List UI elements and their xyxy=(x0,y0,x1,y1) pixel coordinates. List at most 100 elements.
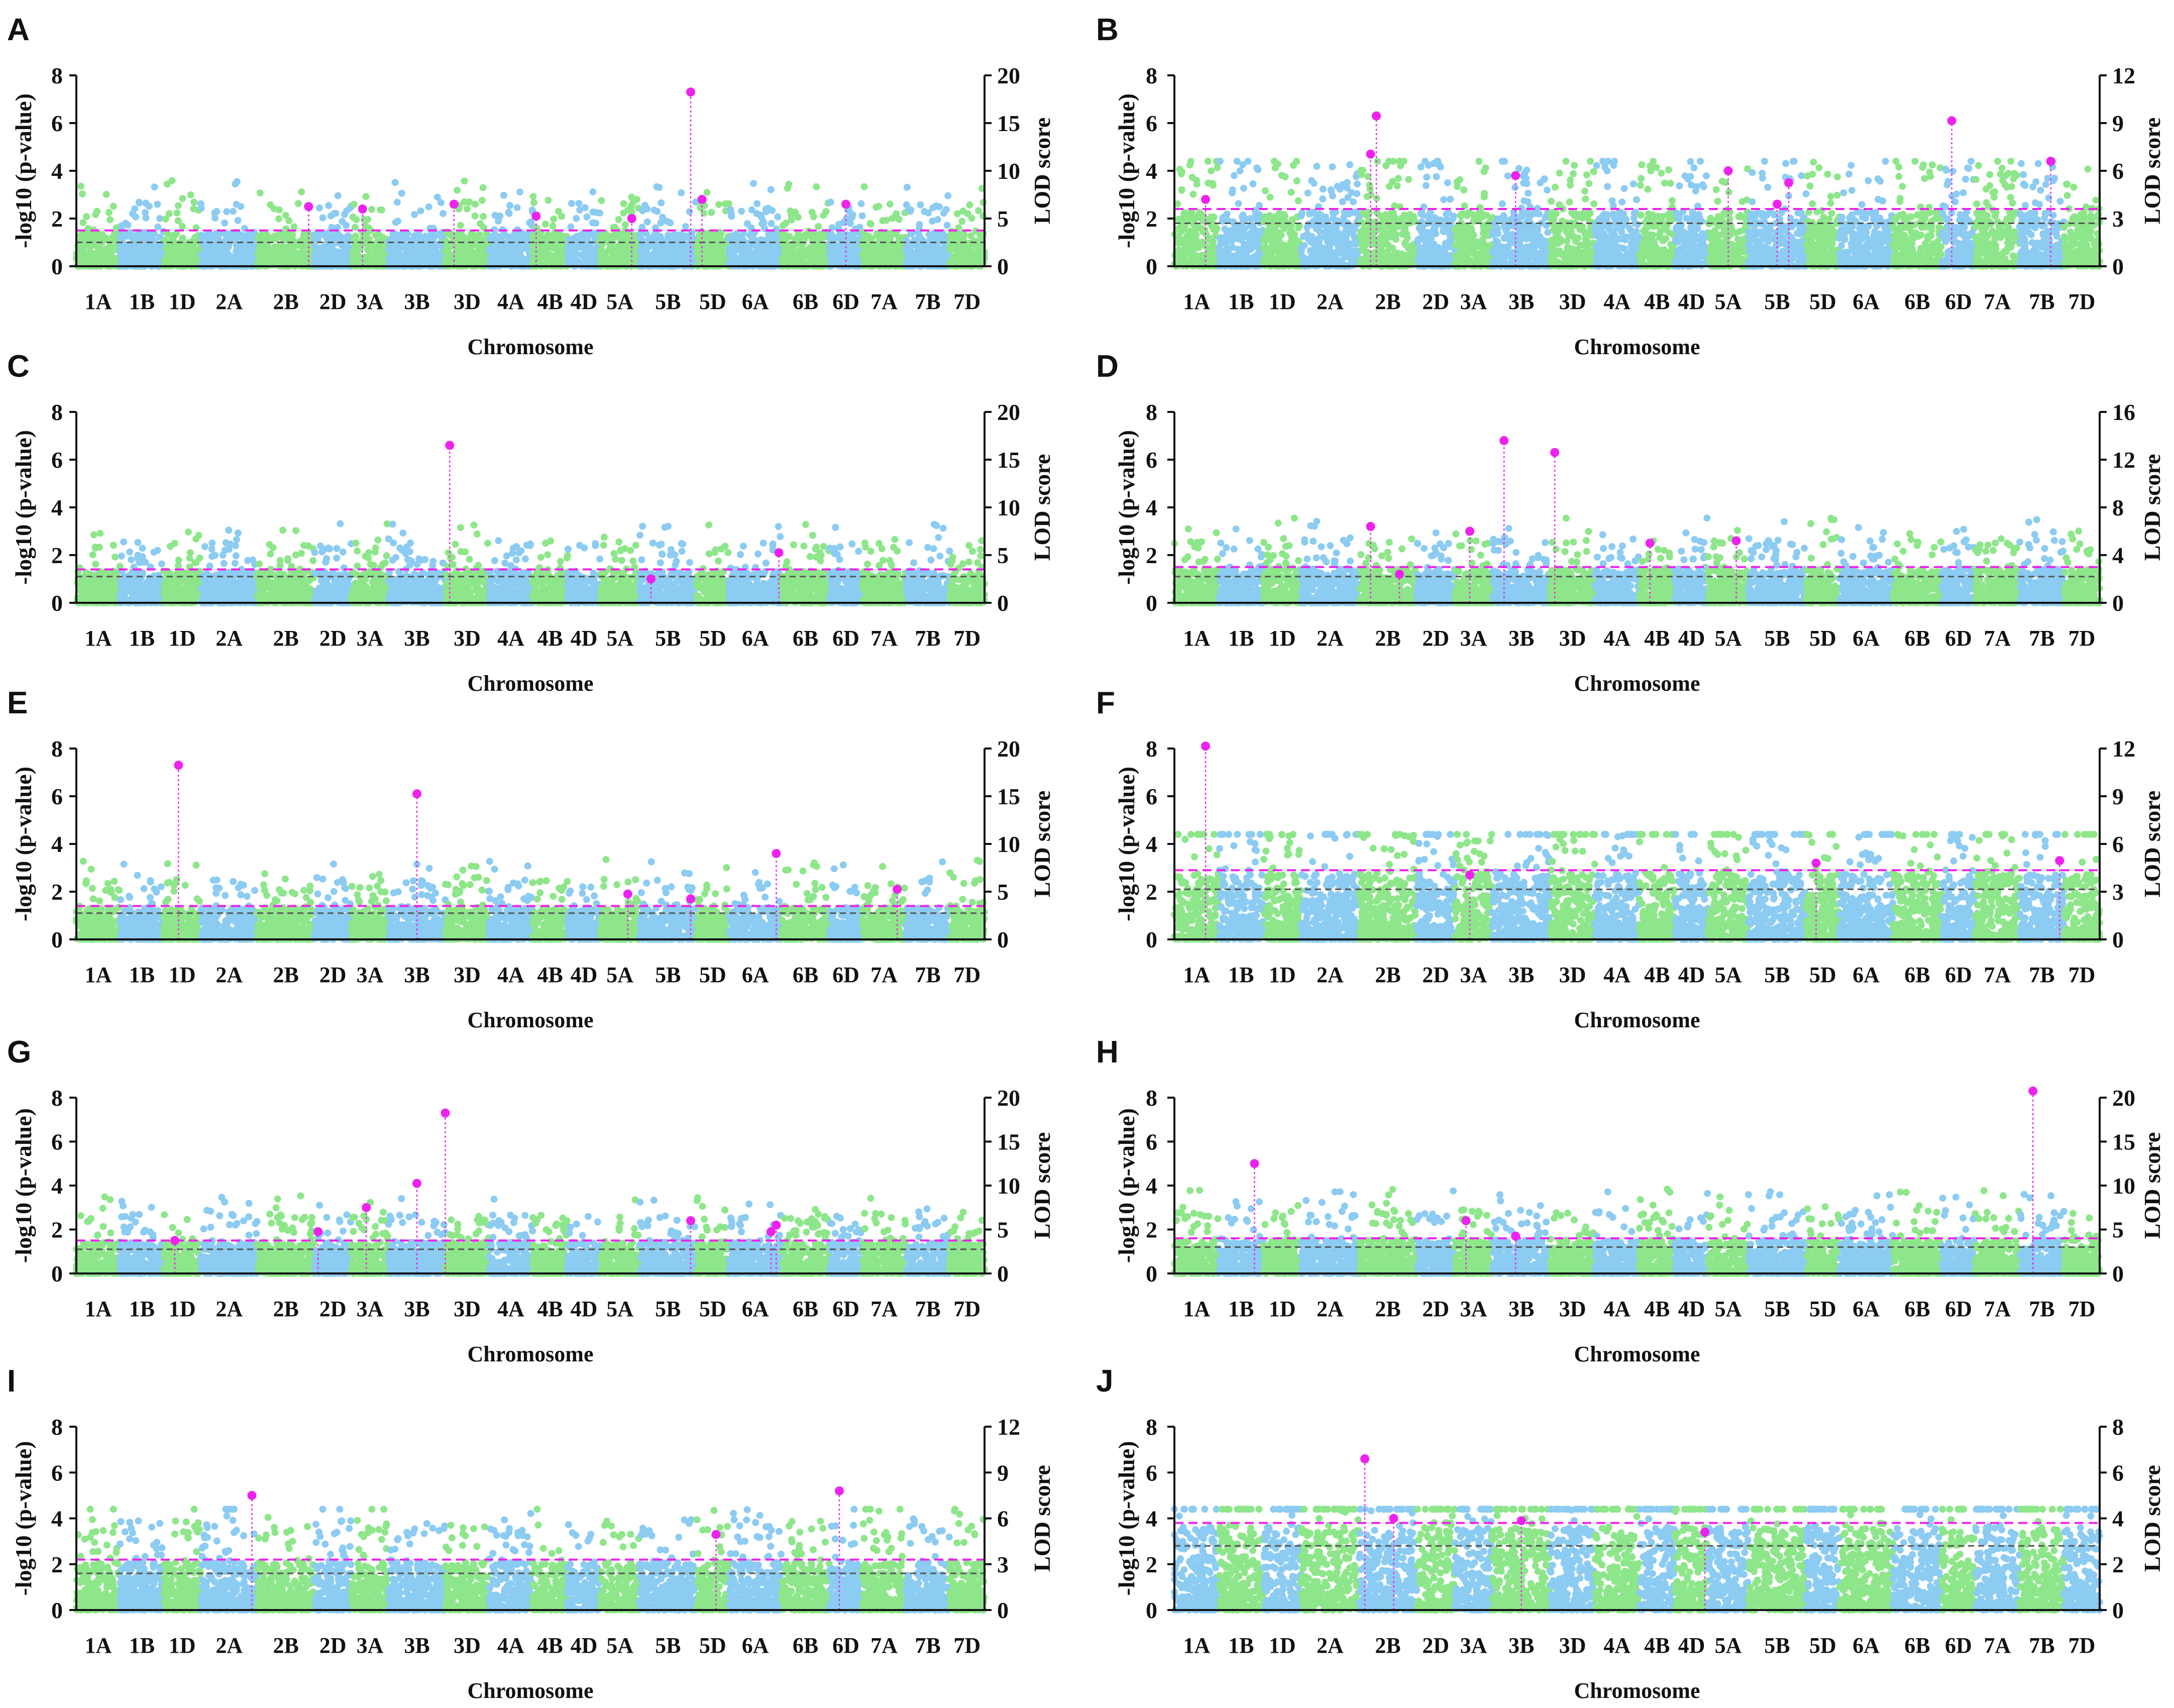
snp-point xyxy=(350,200,358,208)
snp-point xyxy=(708,208,715,216)
snp-point xyxy=(480,212,487,220)
chromosome-label: 1A xyxy=(85,289,112,314)
snp-point xyxy=(710,234,717,242)
snp-point xyxy=(539,254,547,262)
snp-point xyxy=(599,233,606,241)
snp-point xyxy=(1213,225,1221,232)
snp-point xyxy=(980,254,987,261)
snp-point xyxy=(78,236,85,243)
snp-point xyxy=(827,232,834,239)
snp-point xyxy=(577,232,585,239)
snp-point xyxy=(531,255,539,263)
snp-point xyxy=(549,222,557,230)
snp-point xyxy=(513,204,521,211)
snp-point xyxy=(517,255,524,262)
snp-point xyxy=(408,245,415,252)
snp-point xyxy=(256,189,264,196)
snp-point xyxy=(154,200,161,208)
snp-point xyxy=(753,200,761,207)
snp-point xyxy=(650,250,658,258)
snp-point xyxy=(744,258,752,265)
snp-point xyxy=(728,232,736,240)
panel-letter: A xyxy=(7,13,30,47)
snp-point xyxy=(94,258,102,265)
snp-point xyxy=(522,243,530,251)
snp-point xyxy=(223,208,231,216)
snp-point xyxy=(934,243,941,251)
snp-point xyxy=(232,180,239,188)
snp-point xyxy=(767,186,775,193)
snp-point xyxy=(944,192,952,199)
snp-point xyxy=(478,196,486,204)
snp-point xyxy=(1178,186,1185,194)
snp-point xyxy=(425,203,432,210)
chromosome-label: 2A xyxy=(215,289,243,314)
snp-point xyxy=(297,242,305,250)
y-tick-label: 0 xyxy=(51,254,63,279)
snp-point xyxy=(179,235,186,242)
snp-point xyxy=(663,218,671,225)
snp-point xyxy=(255,249,262,257)
snp-point xyxy=(285,217,293,225)
snp-point xyxy=(848,214,856,221)
snp-point xyxy=(766,255,773,262)
snp-point xyxy=(154,223,162,231)
snp-point xyxy=(471,212,479,220)
snp-point xyxy=(960,242,967,250)
snp-point xyxy=(190,198,198,206)
snp-point xyxy=(980,199,987,206)
snp-point xyxy=(110,202,117,210)
snp-point xyxy=(934,216,941,224)
snp-point xyxy=(702,240,710,248)
chromosome-label: 5A xyxy=(606,289,633,314)
snp-point xyxy=(101,246,109,253)
snp-point xyxy=(886,200,894,208)
snp-point xyxy=(921,208,928,215)
snp-point xyxy=(230,207,237,215)
snp-point xyxy=(697,204,704,211)
chromosome-label: 5B xyxy=(655,289,681,314)
snp-point xyxy=(928,238,936,245)
snp-point xyxy=(779,222,787,230)
chromosome-label: 1D xyxy=(169,289,196,314)
snp-point xyxy=(768,242,775,250)
snp-point xyxy=(568,200,575,207)
snp-point xyxy=(959,207,967,215)
snp-point xyxy=(785,180,793,188)
snp-point xyxy=(762,205,770,212)
snp-point xyxy=(765,230,773,238)
snp-point xyxy=(454,186,461,194)
snp-point xyxy=(889,256,897,264)
snp-point xyxy=(530,199,537,206)
snp-point xyxy=(715,201,723,208)
snp-point xyxy=(668,250,676,258)
snp-point xyxy=(332,209,340,217)
snp-point xyxy=(466,198,473,206)
snp-point xyxy=(558,247,565,254)
snp-point xyxy=(311,243,318,250)
snp-point xyxy=(729,258,736,266)
snp-point xyxy=(788,216,795,224)
snp-point xyxy=(874,232,881,240)
snp-point xyxy=(174,217,182,225)
snp-point xyxy=(1189,190,1197,198)
snp-point xyxy=(1205,179,1212,187)
snp-point xyxy=(106,216,114,224)
snp-point xyxy=(860,253,867,260)
snp-point xyxy=(469,253,476,261)
snp-point xyxy=(440,210,447,218)
snp-point xyxy=(653,183,661,190)
snp-point xyxy=(417,207,424,215)
chromosome-label: 7B xyxy=(915,289,940,314)
snp-point xyxy=(1194,214,1202,222)
snp-point xyxy=(860,240,868,248)
snp-point xyxy=(567,223,575,231)
snp-point xyxy=(372,243,379,250)
snp-point xyxy=(379,253,386,261)
snp-point xyxy=(743,220,751,228)
chromosome-label: 6D xyxy=(832,289,859,314)
lod-tick-label: 10 xyxy=(997,158,1020,184)
snp-point xyxy=(105,237,113,245)
snp-point xyxy=(163,180,171,188)
scatter-points xyxy=(73,177,988,270)
